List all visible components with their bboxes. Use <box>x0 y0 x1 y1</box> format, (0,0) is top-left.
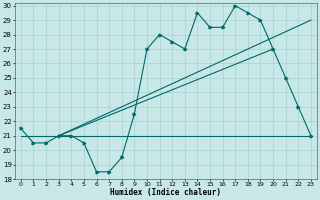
X-axis label: Humidex (Indice chaleur): Humidex (Indice chaleur) <box>110 188 221 197</box>
